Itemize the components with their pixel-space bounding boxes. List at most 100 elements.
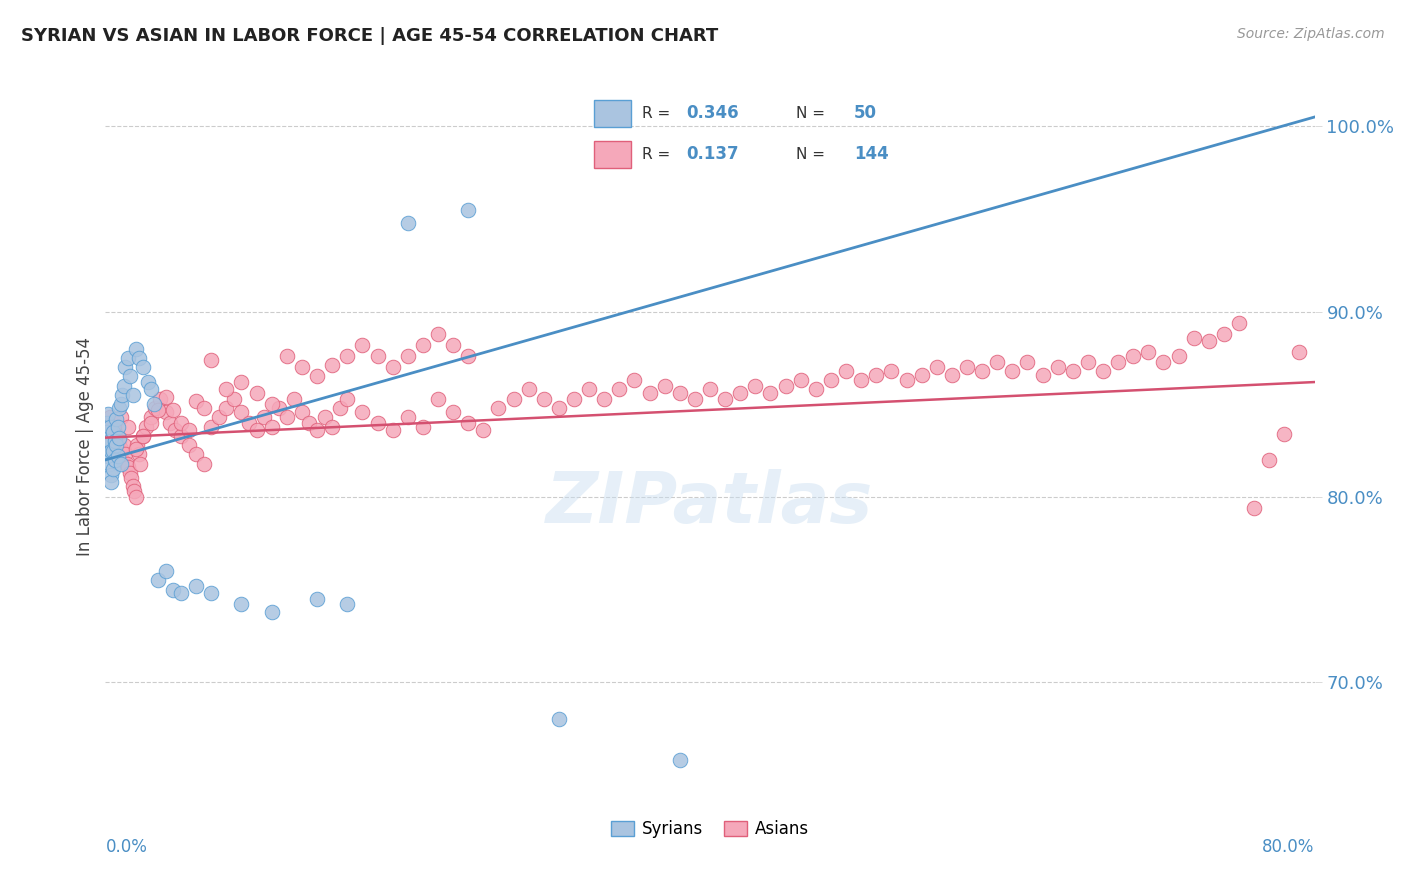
Point: [159, 416, 181, 430]
Point: [121, 479, 143, 493]
Point: [472, 423, 495, 437]
Point: [352, 338, 374, 352]
Point: [110, 457, 132, 471]
Point: [298, 416, 321, 430]
Point: [122, 484, 145, 499]
Text: Source: ZipAtlas.com: Source: ZipAtlas.com: [1237, 27, 1385, 41]
Point: [986, 354, 1008, 368]
Point: [548, 401, 571, 415]
Text: 144: 144: [853, 145, 889, 163]
Point: [578, 383, 600, 397]
Point: [321, 359, 343, 373]
Point: [1167, 349, 1189, 363]
Text: 0.0%: 0.0%: [105, 838, 148, 856]
Point: [970, 364, 993, 378]
Point: [97, 407, 120, 421]
Point: [238, 416, 260, 430]
Point: [441, 405, 464, 419]
Point: [155, 405, 177, 419]
Point: [139, 383, 162, 397]
Point: [101, 462, 124, 476]
Point: [186, 447, 208, 461]
Point: [396, 349, 419, 363]
Point: [142, 397, 165, 411]
Point: [336, 392, 359, 406]
Point: [170, 429, 193, 443]
Point: [352, 405, 374, 419]
Point: [381, 360, 404, 375]
Point: [132, 429, 155, 443]
Point: [110, 442, 132, 456]
Point: [208, 410, 231, 425]
Point: [623, 373, 645, 387]
Point: [231, 405, 253, 419]
Point: [699, 383, 721, 397]
Point: [1001, 364, 1024, 378]
Point: [269, 401, 291, 415]
Point: [117, 460, 139, 475]
Point: [314, 410, 336, 425]
Point: [121, 388, 143, 402]
Point: [132, 429, 155, 443]
Point: [533, 392, 555, 406]
Point: [562, 392, 585, 406]
Point: [638, 386, 661, 401]
Point: [124, 442, 148, 456]
Point: [162, 582, 184, 597]
Point: [124, 342, 148, 356]
Point: [714, 392, 737, 406]
Point: [101, 419, 124, 434]
Point: [107, 449, 129, 463]
Point: [925, 360, 948, 375]
Point: [128, 447, 150, 461]
Point: [517, 383, 540, 397]
Point: [488, 401, 510, 415]
Point: [1107, 354, 1129, 368]
Point: [110, 397, 132, 411]
Point: [865, 368, 887, 382]
Point: [231, 375, 253, 389]
Point: [1227, 316, 1250, 330]
Point: [941, 368, 963, 382]
Text: ZIPatlas: ZIPatlas: [547, 468, 873, 538]
Point: [1137, 345, 1160, 359]
Point: [1198, 334, 1220, 349]
Point: [98, 419, 121, 434]
Point: [100, 475, 122, 490]
Point: [775, 378, 797, 392]
Point: [307, 369, 329, 384]
Point: [98, 457, 121, 471]
Point: [170, 416, 193, 430]
Point: [307, 591, 329, 606]
Point: [457, 202, 479, 217]
Point: [97, 438, 120, 452]
Bar: [595, 100, 631, 127]
Point: [139, 416, 162, 430]
Point: [381, 423, 404, 437]
Point: [124, 490, 148, 504]
Point: [276, 410, 298, 425]
Point: [139, 410, 162, 425]
Point: [127, 438, 149, 452]
Point: [329, 401, 352, 415]
Point: [911, 368, 934, 382]
Point: [143, 401, 166, 415]
Point: [849, 373, 872, 387]
Point: [366, 416, 388, 430]
Point: [105, 438, 128, 452]
Point: [162, 402, 184, 417]
Point: [744, 378, 766, 392]
Point: [1243, 501, 1265, 516]
Point: [117, 419, 139, 434]
Point: [186, 393, 208, 408]
Point: [1182, 330, 1205, 344]
Point: [759, 386, 782, 401]
Point: [1153, 354, 1175, 368]
Point: [307, 423, 329, 437]
Point: [880, 364, 903, 378]
Point: [215, 401, 238, 415]
Text: R =: R =: [643, 147, 675, 161]
Point: [427, 326, 450, 341]
Point: [200, 586, 222, 600]
Point: [502, 392, 524, 406]
